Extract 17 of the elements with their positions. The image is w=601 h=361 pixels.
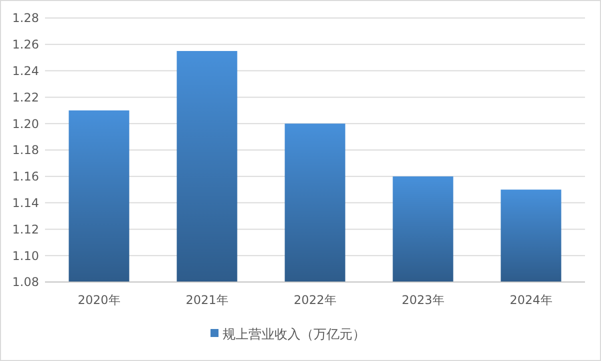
y-tick-label: 1.12 [12, 222, 39, 236]
y-tick-label: 1.20 [12, 116, 39, 131]
y-tick-label: 1.08 [12, 275, 39, 290]
y-tick-label: 1.10 [12, 248, 39, 263]
x-tick-label: 2024年 [510, 293, 552, 307]
y-tick-label: 1.14 [12, 196, 39, 210]
x-tick-label: 2021年 [186, 293, 228, 307]
y-tick-label: 1.24 [12, 64, 39, 78]
y-tick-label: 1.18 [12, 143, 39, 158]
x-tick-label: 2020年 [78, 293, 120, 307]
x-tick-label: 2022年 [294, 293, 336, 307]
y-tick-label: 1.26 [12, 38, 39, 52]
y-tick-label: 1.16 [12, 170, 39, 184]
x-tick-label: 2023年 [402, 293, 444, 307]
y-tick-label: 1.28 [12, 11, 39, 26]
legend-label: 规上营业收入（万亿元） [222, 328, 366, 343]
y-tick-label: 1.22 [12, 90, 39, 104]
